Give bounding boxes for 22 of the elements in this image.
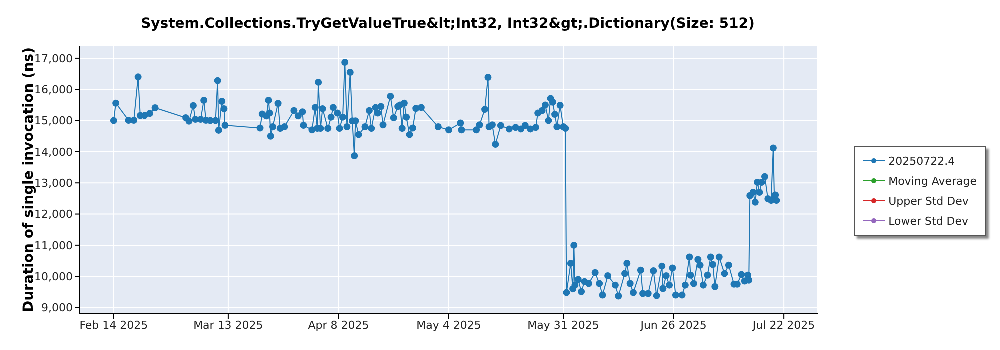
legend-label: Moving Average [888,174,977,188]
chart-title: System.Collections.TryGetValueTrue&lt;Int32, Int32&gt;.Dictionary(Size: 512) [140,16,756,32]
x-tick-label: Jun 26 2025 [640,318,707,332]
y-tick-label: 16,000 [34,84,73,97]
y-axis-title: Duration of single invocation (ns) [20,47,37,313]
y-tick-label: 11,000 [34,239,73,252]
y-tick-label: 10,000 [34,270,73,284]
y-tick-label: 9,000 [42,302,73,315]
x-tick-label: May 4 2025 [416,318,482,332]
y-tick-label: 14,000 [34,146,73,159]
x-tick-label: Feb 14 2025 [80,318,148,332]
legend-label: Lower Std Dev [888,214,969,228]
x-tick-label: Jul 22 2025 [752,318,816,332]
y-tick-label: 13,000 [34,177,73,190]
y-tick-label: 15,000 [34,114,73,128]
legend-label: Upper Std Dev [888,194,969,208]
x-tick-label: May 31 2025 [528,318,600,332]
x-tick-label: Mar 13 2025 [194,318,264,332]
y-tick-label: 17,000 [34,52,73,66]
y-tick-label: 12,000 [34,208,73,222]
x-tick-label: Apr 8 2025 [308,318,370,332]
legend-label: 20250722.4 [888,154,956,168]
